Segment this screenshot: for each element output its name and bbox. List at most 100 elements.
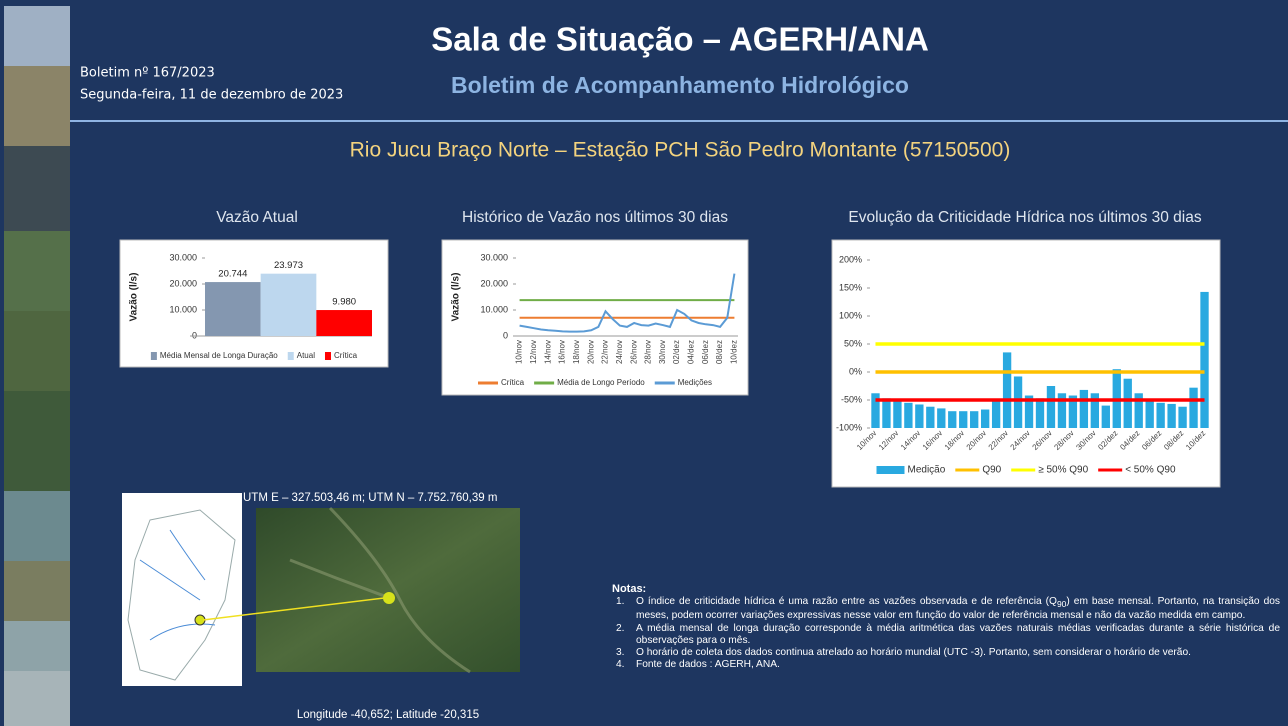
chart-title: Vazão Atual [216, 209, 298, 226]
legend: Crítica Média de Longo Período Medições [478, 378, 712, 387]
legend-label: Média Mensal de Longa Duração [160, 351, 278, 360]
chart: Vazão (l/s)010.00020.00030.00010/nov12/n… [442, 240, 748, 395]
note-number: 2. [612, 623, 636, 647]
y-tick-label: 0% [849, 366, 862, 376]
chart-panel [832, 240, 1220, 487]
x-tick-label: 22/nov [601, 340, 610, 364]
y-tick-label: 0 [192, 330, 197, 340]
bar [959, 411, 967, 428]
legend-label: Crítica [501, 378, 525, 387]
x-tick-label: 08/dez [715, 340, 724, 364]
note-number: 3. [612, 647, 636, 659]
bar [1014, 376, 1022, 428]
y-tick-label: 20.000 [480, 278, 508, 288]
legend-label: Média de Longo Período [557, 378, 645, 387]
value-label: 23.973 [274, 260, 303, 271]
bar [893, 400, 901, 428]
bulletin-number: Boletim nº 167/2023 [80, 66, 215, 81]
bar [1102, 406, 1110, 428]
bar [970, 411, 978, 428]
note-number: 4. [612, 659, 636, 671]
x-tick-label: 04/dez [687, 340, 696, 364]
y-tick-label: 200% [839, 254, 862, 264]
page-title: Sala de Situação – AGERH/ANA [431, 21, 929, 58]
x-tick-label: 20/nov [586, 340, 595, 364]
note-number: 1. [612, 596, 636, 622]
legend-label: Crítica [334, 351, 358, 360]
note: 3.O horário de coleta dos dados continua… [612, 647, 1280, 659]
utm-coordinates: UTM E – 327.503,46 m; UTM N – 7.752.760,… [243, 492, 497, 504]
bar [1003, 352, 1011, 428]
bar [926, 407, 934, 428]
x-tick-label: 18/nov [572, 340, 581, 364]
y-tick-label: 150% [839, 282, 862, 292]
legend-label: ≥ 50% Q90 [1038, 465, 1088, 476]
bar [1124, 379, 1132, 428]
legend-label: < 50% Q90 [1125, 465, 1176, 476]
bar [937, 408, 945, 428]
note: 4.Fonte de dados : AGERH, ANA. [612, 659, 1280, 671]
legend-label: Atual [297, 351, 315, 360]
note-text: A média mensal de longa duração correspo… [636, 623, 1280, 647]
bar [1146, 400, 1154, 428]
note-subscript: 90 [1057, 599, 1066, 609]
y-tick-label: 30.000 [480, 252, 508, 262]
bar [261, 274, 317, 336]
x-tick-label: 16/nov [558, 340, 567, 364]
note-text: O horário de coleta dos dados continua a… [636, 647, 1191, 659]
y-tick-label: 30.000 [169, 252, 197, 262]
x-tick-label: 24/nov [615, 340, 624, 364]
y-tick-label: 0 [503, 330, 508, 340]
page-subtitle: Boletim de Acompanhamento Hidrológico [451, 72, 909, 98]
x-tick-label: 10/dez [730, 340, 739, 364]
note: 1.O índice de criticidade hídrica é uma … [612, 596, 1280, 622]
note-text: Fonte de dados : AGERH, ANA. [636, 659, 780, 671]
x-tick-label: 02/dez [672, 340, 681, 364]
y-tick-label: -50% [841, 394, 862, 404]
x-tick-label: 28/nov [644, 340, 653, 364]
legend-label: Medições [678, 378, 712, 387]
bar [1080, 390, 1088, 428]
bar [948, 411, 956, 428]
bar [1167, 404, 1175, 428]
bar [1156, 403, 1164, 428]
x-tick-label: 06/dez [701, 340, 710, 364]
y-axis-label: Vazão (l/s) [129, 273, 140, 322]
bar [1178, 407, 1186, 428]
note: 2.A média mensal de longa duração corres… [612, 623, 1280, 647]
x-tick-label: 10/nov [515, 340, 524, 364]
chart: Vazão (l/s)010.00020.00030.00020.74423.9… [120, 240, 388, 367]
notes: Notas: 1.O índice de criticidade hídrica… [612, 583, 1280, 671]
y-tick-label: 10.000 [169, 304, 197, 314]
bar [205, 282, 261, 336]
note-text-part: O índice de criticidade hídrica é uma ra… [636, 596, 1057, 607]
y-tick-label: -100% [836, 422, 862, 432]
y-tick-label: 100% [839, 310, 862, 320]
x-tick-label: 12/nov [529, 340, 538, 364]
bar [316, 310, 372, 336]
y-tick-label: 10.000 [480, 304, 508, 314]
legend: Média Mensal de Longa Duração Atual Crític… [151, 351, 358, 360]
bar [1036, 398, 1044, 428]
bar [1200, 292, 1208, 428]
station-title: Rio Jucu Braço Norte – Estação PCH São P… [350, 139, 1011, 162]
legend-label: Q90 [982, 465, 1001, 476]
bar [992, 401, 1000, 428]
bar [915, 404, 923, 428]
page: Boletim nº 167/2023 Segunda-feira, 11 de… [0, 0, 1288, 726]
legend-label: Medição [908, 465, 946, 476]
bulletin-date: Segunda-feira, 11 de dezembro de 2023 [80, 88, 343, 103]
legend-swatch [288, 352, 294, 360]
bar [882, 398, 890, 428]
legend-swatch [151, 352, 157, 360]
chart-title: Histórico de Vazão nos últimos 30 dias [462, 209, 728, 226]
legend-swatch [325, 352, 331, 360]
legend-swatch [877, 466, 905, 474]
x-tick-label: 26/nov [629, 340, 638, 364]
geo-coordinates: Longitude -40,652; Latitude -20,315 [297, 709, 479, 721]
bar [981, 410, 989, 428]
x-tick-label: 30/nov [658, 340, 667, 364]
chart-title: Evolução da Criticidade Hídrica nos últi… [848, 209, 1201, 226]
value-label: 9.980 [332, 297, 356, 308]
notes-title: Notas: [612, 583, 1280, 595]
